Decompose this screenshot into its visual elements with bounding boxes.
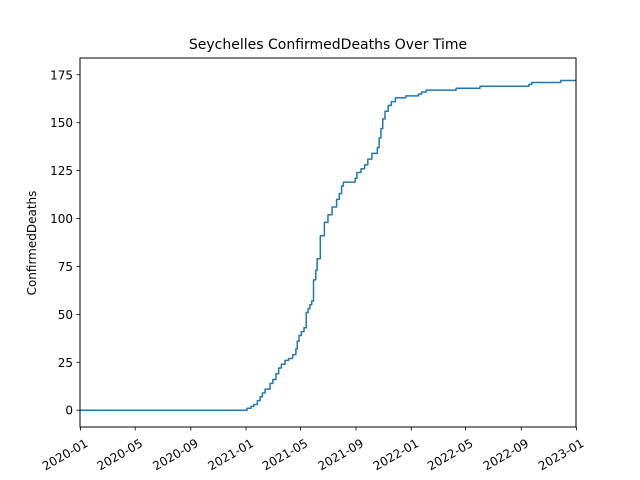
series-layer [80, 79, 576, 411]
x-tick-label: 2020-01 [40, 436, 90, 473]
x-tick-label: 2022-01 [371, 436, 421, 473]
y-axis-ticks: 0 25 50 75 100 125 150 175 [50, 68, 80, 418]
x-tick-label: 2021-05 [260, 436, 310, 473]
x-tick-label: 2021-09 [316, 436, 366, 473]
x-tick-label: 2023-01 [536, 436, 586, 473]
x-axis-ticks: 2020-01 2020-05 2020-09 2021-01 2021-05 2021-… [40, 427, 586, 473]
series-line-confirmed-deaths [80, 79, 576, 411]
y-tick-label: 100 [50, 212, 73, 226]
x-tick-label: 2020-05 [95, 436, 145, 473]
y-tick-label: 125 [50, 164, 73, 178]
y-tick-label: 75 [58, 260, 73, 274]
x-tick-label: 2022-09 [481, 436, 531, 473]
y-tick-label: 25 [58, 356, 73, 370]
plot-frame [79, 57, 577, 428]
y-axis-label: ConfirmedDeaths [25, 191, 39, 296]
x-tick-label: 2021-01 [206, 436, 256, 473]
y-tick-label: 175 [50, 68, 73, 82]
y-tick-label: 0 [65, 404, 73, 418]
y-tick-label: 150 [50, 116, 73, 130]
x-tick-label: 2022-05 [425, 436, 475, 473]
x-tick-label: 2020-09 [150, 436, 200, 473]
y-tick-label: 50 [58, 308, 73, 322]
chart-title: Seychelles ConfirmedDeaths Over Time [189, 37, 467, 53]
